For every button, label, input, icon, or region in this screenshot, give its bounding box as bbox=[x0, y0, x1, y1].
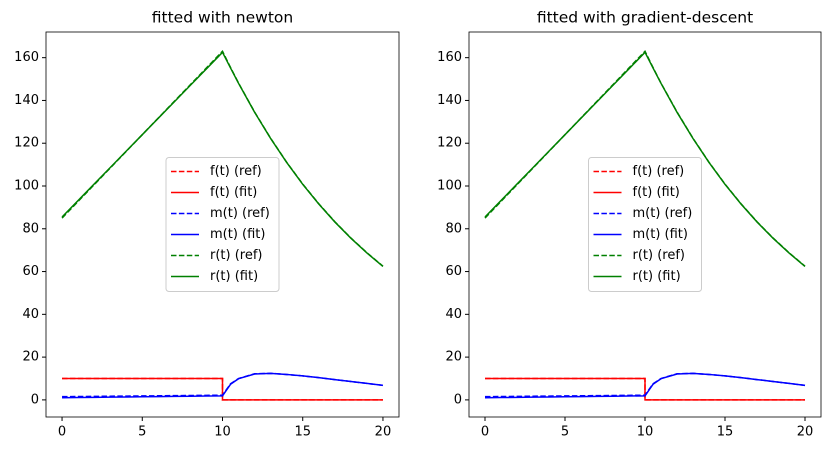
x-tick-label: 5 bbox=[561, 425, 569, 440]
series-line bbox=[484, 372, 806, 399]
y-tick-label: 20 bbox=[445, 350, 462, 365]
series-line bbox=[484, 51, 806, 267]
axes: fitted with newton 0 5 10 15 20 0 20 40 60 80 100 12… bbox=[14, 9, 400, 440]
y-tick-label: 80 bbox=[445, 221, 462, 236]
series-line bbox=[485, 377, 805, 401]
legend-label: m(t) (ref) bbox=[633, 206, 693, 221]
y-tick-label: 40 bbox=[22, 307, 39, 322]
legend-label: f(t) (fit) bbox=[633, 185, 680, 200]
legend-label: f(t) (ref) bbox=[633, 164, 685, 179]
x-tick-label: 5 bbox=[138, 425, 146, 440]
x-tick-label: 15 bbox=[294, 425, 311, 440]
legend-label: m(t) (fit) bbox=[210, 227, 265, 242]
legend-label: f(t) (ref) bbox=[210, 164, 262, 179]
y-tick-label: 0 bbox=[31, 392, 39, 407]
chart-title: fitted with newton bbox=[152, 9, 293, 27]
x-tick-label: 20 bbox=[797, 425, 814, 440]
legend-label: f(t) (fit) bbox=[210, 185, 257, 200]
axes-frame bbox=[468, 31, 822, 418]
axes: fitted with gradient-descent 0 5 10 15 20 0 20 4… bbox=[437, 9, 822, 440]
legend-label: m(t) (fit) bbox=[633, 227, 688, 242]
legend-label: r(t) (fit) bbox=[210, 269, 258, 284]
y-tick-label: 140 bbox=[437, 93, 462, 108]
y-tick-label: 40 bbox=[445, 307, 462, 322]
y-tick-label: 120 bbox=[14, 136, 39, 151]
y-tick-label: 120 bbox=[437, 136, 462, 151]
x-tick-label: 0 bbox=[58, 425, 66, 440]
legend-label: r(t) (fit) bbox=[633, 269, 681, 284]
axes-frame bbox=[45, 31, 400, 418]
legend-label: r(t) (ref) bbox=[633, 248, 686, 263]
chart-title: fitted with gradient-descent bbox=[537, 9, 753, 27]
legend-label: m(t) (ref) bbox=[210, 206, 270, 221]
y-tick-label: 100 bbox=[14, 179, 39, 194]
x-tick-label: 0 bbox=[481, 425, 489, 440]
x-tick-label: 15 bbox=[717, 425, 734, 440]
x-tick-label: 20 bbox=[375, 425, 392, 440]
y-tick-label: 160 bbox=[14, 50, 39, 65]
y-tick-label: 60 bbox=[445, 264, 462, 279]
x-tick-label: 10 bbox=[637, 425, 654, 440]
y-tick-label: 80 bbox=[22, 221, 39, 236]
y-tick-label: 140 bbox=[14, 93, 39, 108]
y-tick-label: 160 bbox=[437, 50, 462, 65]
legend-box bbox=[165, 157, 280, 292]
legend-box bbox=[588, 157, 702, 292]
y-tick-label: 100 bbox=[437, 179, 462, 194]
y-tick-label: 60 bbox=[22, 264, 39, 279]
series-line bbox=[61, 51, 384, 267]
series-line bbox=[62, 377, 383, 401]
series-line bbox=[62, 372, 384, 399]
legend-label: r(t) (ref) bbox=[210, 248, 263, 263]
x-tick-label: 10 bbox=[214, 425, 231, 440]
y-tick-label: 0 bbox=[454, 392, 462, 407]
y-tick-label: 20 bbox=[22, 350, 39, 365]
